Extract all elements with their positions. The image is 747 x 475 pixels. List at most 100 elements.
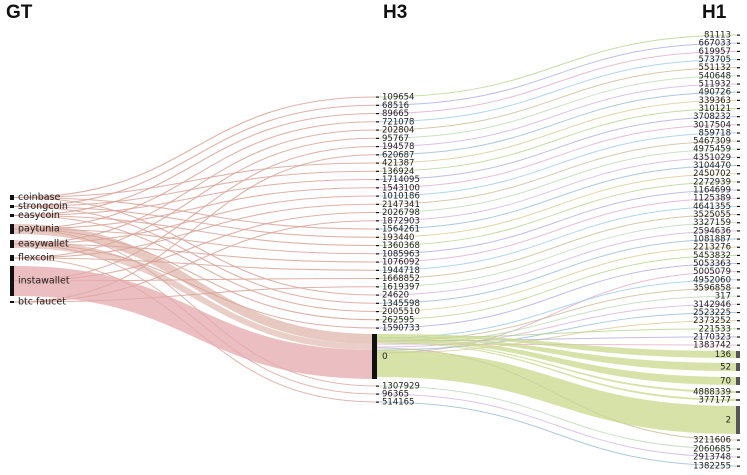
h1-node	[737, 311, 740, 314]
h3-node-label: 1543100	[382, 183, 420, 193]
h1-node-label: 3142946	[693, 300, 731, 310]
flow-gt-h3-top	[13, 203, 377, 259]
node-layer	[10, 34, 740, 467]
h3-node	[376, 278, 379, 280]
h3-node	[376, 286, 379, 288]
h1-node-label: 2913748	[693, 453, 731, 463]
h1-node-label: 4888339	[693, 388, 731, 398]
h3-node-label: 1360368	[382, 241, 420, 251]
h3-node-label: 721078	[382, 117, 414, 127]
band-0-to-h1	[376, 334, 738, 358]
h1-node-label: 2450702	[693, 169, 731, 179]
h1-node-label: 619957	[699, 47, 731, 57]
gt-node-label: strongcoin	[18, 201, 68, 212]
gt-node	[10, 266, 14, 296]
h1-node	[737, 91, 740, 93]
gt-node	[10, 240, 14, 248]
flow-h3-h1	[375, 262, 739, 329]
h3-node-label: 1714095	[382, 175, 420, 185]
h3-node-label: 620687	[382, 150, 414, 160]
h1-node-label: 4351029	[693, 153, 731, 163]
h3-node	[376, 212, 379, 214]
h1-node-label: 2523225	[693, 308, 731, 318]
gt-node	[10, 205, 14, 208]
flow-h3-h1	[375, 311, 739, 351]
flow-h3-h1-bottom	[375, 385, 739, 450]
h1-node-label: 2213276	[693, 243, 731, 253]
gt-node-label: easywallet	[18, 239, 69, 250]
column-header-h1: H1	[702, 2, 727, 23]
h1-node-label: 573705	[699, 55, 731, 65]
h1-node	[737, 222, 740, 224]
flow-h3-h1	[375, 99, 739, 164]
flow-gt-h3-top	[13, 121, 377, 230]
h1-node	[737, 83, 740, 85]
h3-node	[376, 393, 379, 395]
h1-node	[737, 262, 740, 265]
h3-node	[376, 261, 379, 263]
h1-node	[736, 399, 740, 401]
h3-node	[376, 96, 379, 98]
h1-node	[737, 107, 740, 110]
h1-node	[737, 165, 740, 167]
h1-node	[737, 328, 740, 330]
flow-h3-h1	[375, 75, 739, 139]
flow-gt-h3-top	[13, 205, 377, 304]
flow-gt-h3-top	[13, 187, 377, 230]
h1-node	[737, 254, 740, 257]
h1-node	[736, 391, 740, 393]
h3-node	[376, 228, 379, 230]
h3-node-label: 1590733	[382, 324, 420, 334]
h1-node-label: 2060685	[693, 445, 731, 455]
h1-node-label: 136	[715, 350, 731, 360]
flow-gt-h3-top	[13, 196, 377, 296]
h3-node	[376, 302, 379, 304]
h1-node	[737, 140, 740, 142]
h1-node-label: 377177	[699, 396, 731, 406]
h1-node-label: 5005079	[693, 267, 731, 277]
h3-node	[376, 137, 379, 139]
h3-node	[376, 113, 379, 115]
h3-node	[376, 195, 379, 197]
gt-node	[10, 214, 14, 217]
gt-node-label: coinbase	[18, 192, 60, 203]
h1-node-label: 511932	[699, 79, 731, 89]
h1-node	[737, 189, 740, 191]
h1-node-label: 1164699	[693, 186, 731, 196]
h3-node-label: 1872903	[382, 216, 420, 226]
gt-node-label: easycoin	[18, 210, 60, 221]
flow-h3-h1	[375, 156, 739, 222]
h1-node	[737, 75, 740, 77]
flow-gt-h3-top	[13, 196, 377, 230]
band-0-to-h1	[376, 341, 738, 393]
flow-gt-h3-top	[13, 162, 377, 199]
h1-node	[737, 439, 740, 441]
gt-node-label: flexcoin	[18, 253, 55, 264]
flow-h3-h1	[375, 124, 739, 189]
flow-h3-h1	[375, 148, 739, 213]
h3-node-label: 96365	[382, 390, 409, 400]
h1-node-label: 310121	[699, 104, 731, 114]
flow-gt-h3-top	[13, 104, 377, 208]
h1-node	[737, 448, 740, 450]
flow-h3-h1	[375, 238, 739, 304]
flow-h3-h1	[375, 230, 739, 296]
h3-node-label: 1010186	[382, 192, 420, 202]
h1-node-label: 3017504	[693, 120, 731, 130]
band-paytunia-to-0	[14, 224, 376, 344]
h3-node	[376, 401, 379, 403]
h1-node	[737, 465, 740, 467]
h1-node	[737, 303, 740, 305]
flow-gt-h3-top	[13, 205, 377, 238]
flow-h3-h1	[375, 222, 739, 288]
h3-node-label: 1619397	[382, 282, 420, 292]
gt-node	[10, 255, 14, 261]
h3-node	[376, 104, 379, 106]
column-header-gt: GT	[6, 2, 33, 23]
h3-node	[376, 187, 379, 189]
h1-node	[737, 197, 740, 199]
h1-node-label: 2	[726, 416, 731, 426]
h1-node	[737, 214, 740, 216]
